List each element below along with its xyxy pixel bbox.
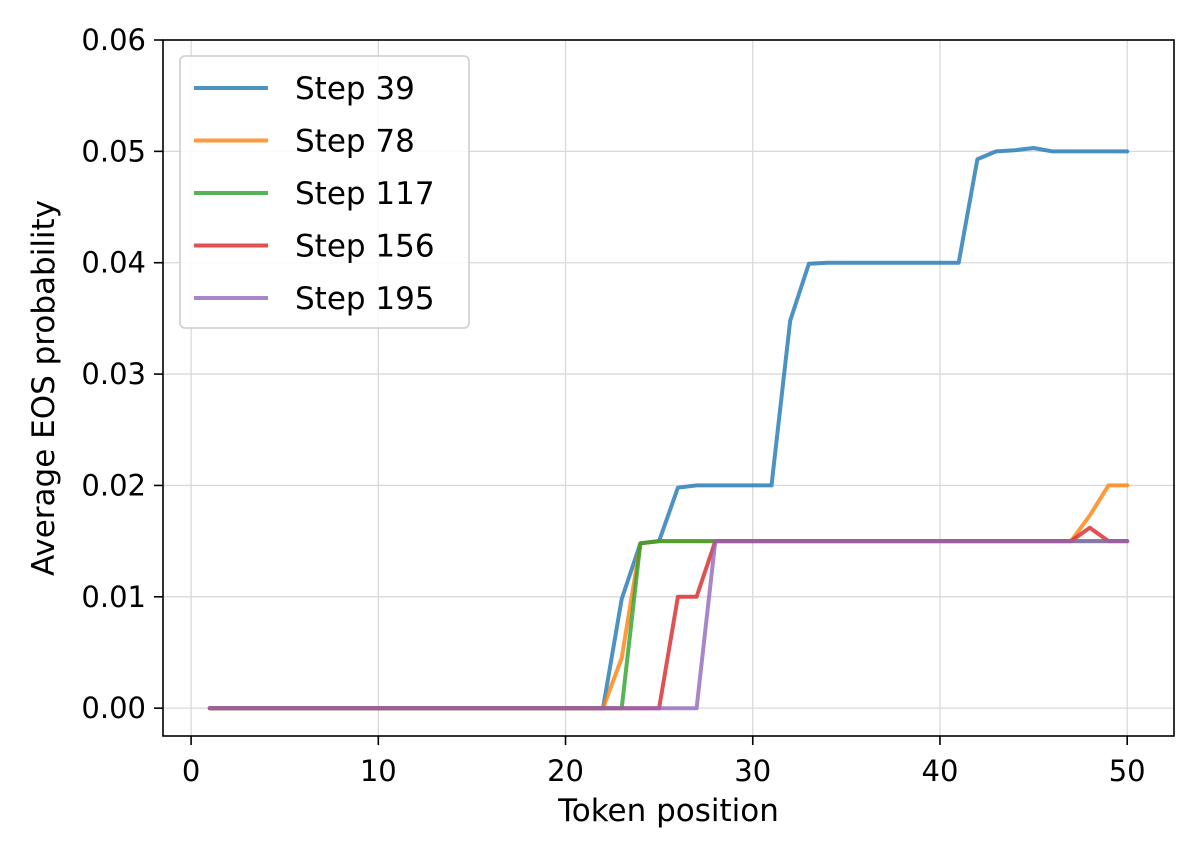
legend: Step 39 Step 78 Step 117 Step 156 Step 195: [179, 55, 470, 329]
x-tick-label: 30: [734, 754, 771, 788]
x-axis-label: Token position: [557, 793, 779, 829]
legend-label: Step 78: [295, 124, 415, 160]
y-tick-label: 0.00: [81, 691, 146, 725]
y-axis-label: Average EOS probability: [26, 200, 62, 576]
y-tick-label: 0.03: [81, 357, 146, 391]
x-tick-label: 20: [547, 754, 584, 788]
y-tick-label: 0.02: [81, 468, 146, 502]
legend-label: Step 156: [295, 229, 435, 265]
x-tick-label: 0: [182, 754, 200, 788]
grid-lines: [163, 39, 1174, 736]
series-lines: [207, 146, 1130, 711]
x-axis-ticks: 0 10 20 30 40 50: [182, 736, 1146, 788]
x-tick-label: 10: [360, 754, 397, 788]
y-tick-label: 0.01: [81, 580, 146, 614]
legend-label: Step 195: [295, 281, 435, 317]
legend-label: Step 39: [295, 71, 415, 107]
y-tick-label: 0.05: [81, 134, 146, 168]
y-tick-label: 0.06: [81, 23, 146, 57]
x-tick-label: 40: [922, 754, 959, 788]
y-axis-ticks: 0.00 0.01 0.02 0.03 0.04 0.05 0.06: [81, 23, 163, 725]
series-line-step-195: [207, 539, 1130, 711]
x-tick-label: 50: [1109, 754, 1146, 788]
plot-frame: [162, 39, 1175, 737]
legend-label: Step 117: [295, 176, 435, 212]
legend-box: [179, 55, 470, 329]
y-tick-label: 0.04: [81, 246, 146, 280]
